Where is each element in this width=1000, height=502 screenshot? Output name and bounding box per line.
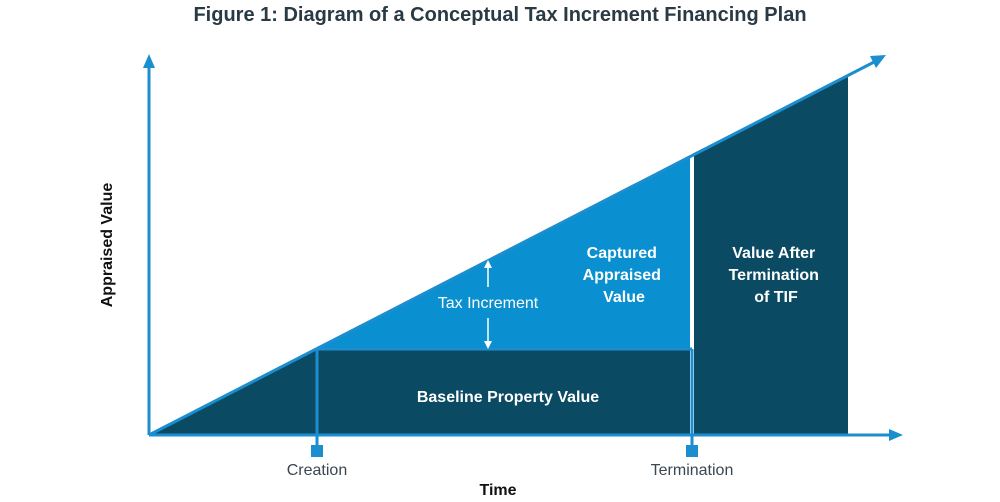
captured-value-line-3: Value bbox=[603, 289, 645, 306]
creation-label: Creation bbox=[287, 462, 347, 479]
value-trend-line bbox=[148, 58, 879, 437]
y-axis-arrowhead bbox=[143, 54, 155, 68]
x-axis-arrowhead bbox=[889, 429, 903, 441]
post-termination-region bbox=[692, 75, 848, 435]
captured-value-line-1: Captured bbox=[587, 245, 657, 262]
after-termination-line-3: of TIF bbox=[754, 289, 798, 306]
after-termination-label: Value After Termination of TIF bbox=[729, 245, 824, 306]
termination-label: Termination bbox=[651, 462, 734, 479]
captured-value-label: Captured Appraised Value bbox=[583, 245, 666, 306]
tax-increment-arrowhead-up bbox=[484, 260, 492, 268]
tax-increment-arrowhead-down bbox=[484, 341, 492, 349]
x-axis-label: Time bbox=[479, 482, 516, 499]
baseline-label: Baseline Property Value bbox=[417, 389, 599, 406]
termination-marker bbox=[686, 445, 698, 457]
after-termination-line-2: Termination bbox=[729, 267, 819, 284]
y-axis-label: Appraised Value bbox=[99, 183, 116, 308]
baseline-region bbox=[317, 349, 692, 435]
tax-increment-label: Tax Increment bbox=[438, 295, 539, 312]
trend-arrowhead bbox=[870, 55, 886, 68]
after-termination-line-1: Value After bbox=[732, 245, 815, 262]
creation-marker bbox=[311, 445, 323, 457]
figure-title: Figure 1: Diagram of a Conceptual Tax In… bbox=[193, 4, 807, 26]
captured-value-line-2: Appraised bbox=[583, 267, 661, 284]
